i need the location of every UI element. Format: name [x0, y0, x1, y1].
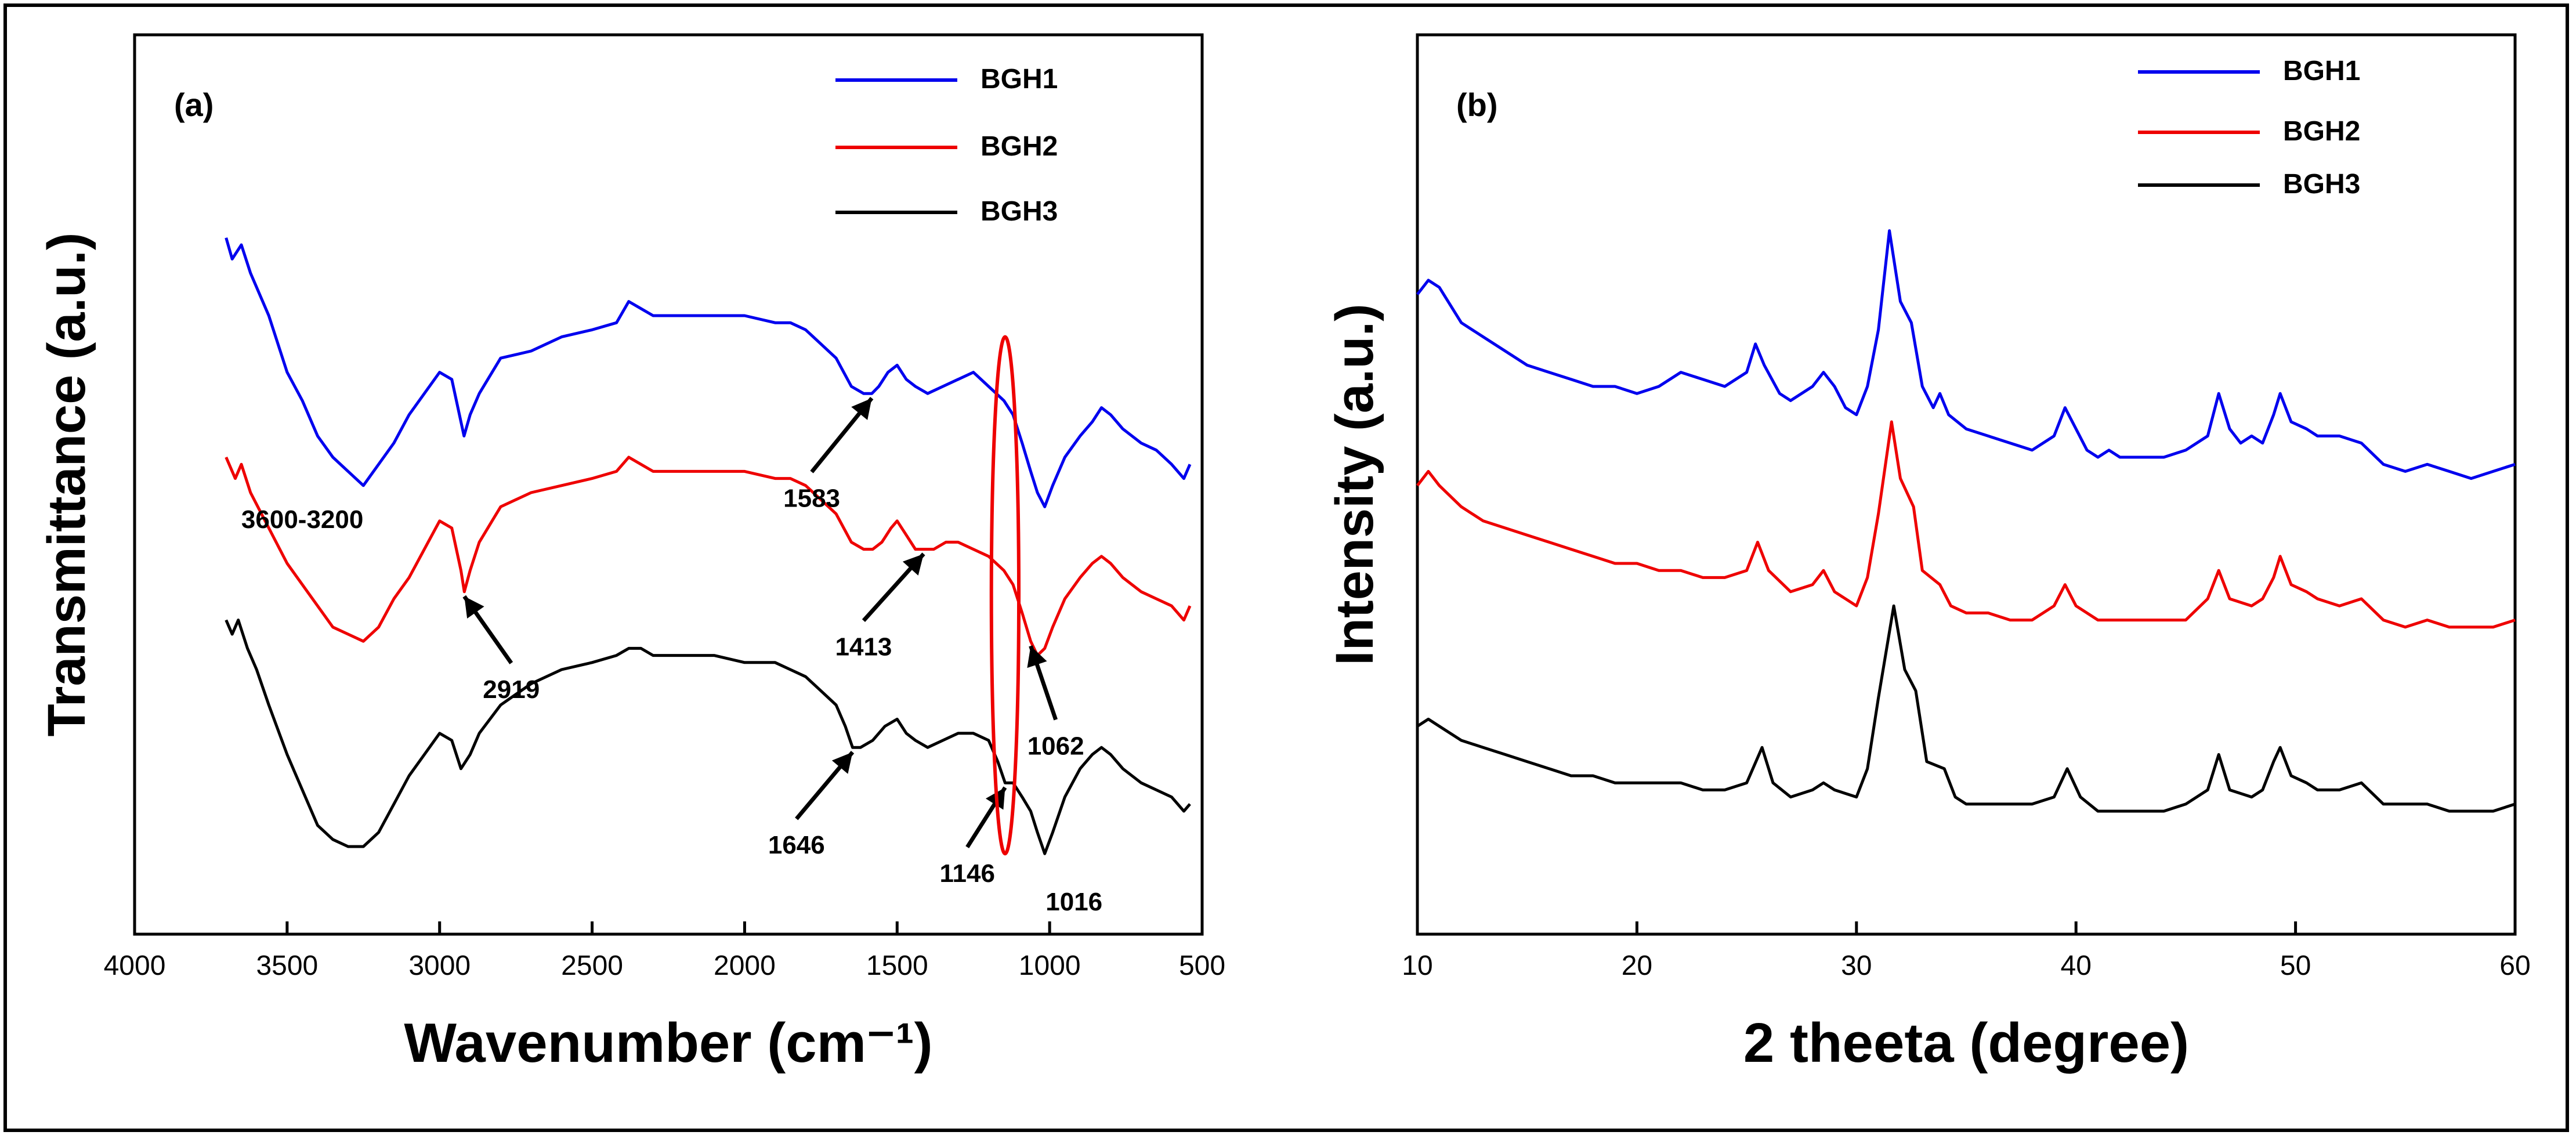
x-tick-label: 40: [2061, 950, 2092, 981]
figure-frame: [3, 3, 2569, 1132]
annotation-arrowhead: [851, 398, 872, 420]
x-tick-label: 50: [2280, 950, 2311, 981]
highlight-ellipse: [989, 335, 1021, 856]
x-axis-title: Wavenumber (cm⁻¹): [404, 1012, 932, 1074]
annotation-label: 1583: [783, 484, 840, 512]
annotation-label: 1062: [1027, 732, 1084, 760]
legend-label-bgh1: BGH1: [981, 64, 1058, 95]
x-tick-label: 2000: [714, 950, 776, 981]
x-tick-label: 10: [1402, 950, 1432, 981]
legend-label-bgh3: BGH3: [2283, 169, 2360, 200]
y-axis-title: Intensity (a.u.): [1325, 303, 1384, 666]
panel-label: (a): [174, 86, 214, 123]
series-line-bgh3: [225, 619, 1191, 855]
legend-label-bgh2: BGH2: [981, 131, 1058, 162]
annotation-label: 1016: [1045, 888, 1102, 916]
x-tick-label: 60: [2499, 950, 2530, 981]
series-line-bgh3: [1416, 604, 2516, 813]
x-tick-label: 20: [1622, 950, 1652, 981]
panel-b-xrd-chart: 10 20 30 40 50 60 BGH1 BGH2 BGH3 (b) 2 theeta (deg…: [1325, 33, 2531, 1074]
annotation-arrowhead: [464, 596, 484, 619]
y-axis-title: Transmittance (a.u.): [37, 232, 96, 736]
x-tick-label: 500: [1179, 950, 1225, 981]
plot-area-frame: [133, 33, 1204, 936]
legend-label-bgh3: BGH3: [981, 196, 1058, 227]
annotation-arrowhead: [1027, 646, 1047, 668]
x-axis-title: 2 theeta (degree): [1743, 1012, 2189, 1074]
x-tick-label: 3500: [256, 950, 318, 981]
annotation-label: 1146: [939, 859, 994, 888]
annotation-arrowhead: [902, 554, 924, 576]
x-tick-label: 1500: [866, 950, 928, 981]
legend-label-bgh1: BGH1: [2283, 56, 2360, 86]
series-line-bgh2: [225, 455, 1192, 657]
annotation-label: 3600-3200: [241, 505, 363, 534]
x-tick-label: 3000: [408, 950, 471, 981]
annotation-label: 1646: [768, 831, 825, 859]
annotation-label: 1413: [835, 633, 892, 661]
series-line-bgh2: [1416, 420, 2516, 629]
x-tick-label: 4000: [104, 950, 166, 981]
x-tick-label: 2500: [561, 950, 623, 981]
annotation-arrowhead: [831, 752, 853, 774]
legend-label-bgh2: BGH2: [2283, 116, 2360, 147]
series-line-bgh1: [1416, 229, 2516, 480]
x-tick-label: 30: [1841, 950, 1872, 981]
annotation-label: 2919: [483, 675, 540, 704]
x-tick-label: 1000: [1019, 950, 1081, 981]
panel-label: (b): [1456, 86, 1498, 123]
panel-a-ftir-chart: 4000 3500 3000 2500 2000 1500 1000 500 BGH1 BGH2 B…: [37, 33, 1225, 1074]
series-line-bgh1: [225, 237, 1192, 508]
